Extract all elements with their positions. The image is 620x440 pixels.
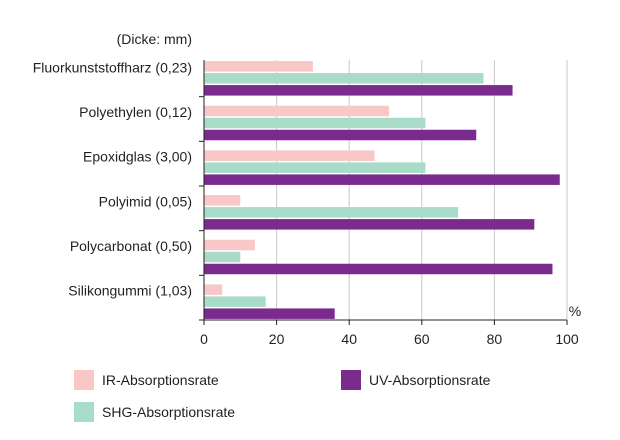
legend-swatch-shg <box>74 402 94 422</box>
category-label-2: Epoxidglas (3,00) <box>83 149 192 165</box>
legend-item-ir: IR-Absorptionsrate <box>74 370 219 390</box>
bar-0-0 <box>204 61 313 72</box>
category-label-3: Polyimid (0,05) <box>99 193 192 209</box>
bar-1-2 <box>204 129 477 141</box>
x-tick-label-0: 0 <box>200 331 208 347</box>
x-tick-label-1: 20 <box>269 331 285 347</box>
legend-label-shg: SHG-Absorptionsrate <box>102 404 236 420</box>
bar-5-1 <box>204 296 266 307</box>
thickness-note: (Dicke: mm) <box>117 31 192 47</box>
x-tick-label-3: 60 <box>414 331 430 347</box>
x-tick-label-2: 40 <box>341 331 357 347</box>
category-label-0: Fluorkunststoffharz (0,23) <box>33 59 192 75</box>
bar-1-1 <box>204 117 426 129</box>
bar-0-2 <box>204 85 513 96</box>
legend-label-ir: IR-Absorptionsrate <box>102 372 219 388</box>
bar-2-2 <box>204 174 560 185</box>
category-label-4: Polycarbonat (0,50) <box>70 238 192 254</box>
x-tick-label-4: 80 <box>487 331 503 347</box>
bar-2-1 <box>204 162 426 173</box>
bar-5-0 <box>204 284 223 295</box>
legend-item-shg: SHG-Absorptionsrate <box>74 402 235 422</box>
bar-5-2 <box>204 308 335 319</box>
bar-4-2 <box>204 263 553 275</box>
x-unit-label: % <box>569 303 581 319</box>
category-label-5: Silikongummi (1,03) <box>68 283 192 299</box>
bar-3-0 <box>204 195 241 206</box>
bar-1-0 <box>204 105 390 117</box>
bar-0-1 <box>204 73 484 84</box>
legend-label-uv: UV-Absorptionsrate <box>369 372 491 388</box>
bar-3-2 <box>204 219 535 230</box>
bar-4-1 <box>204 251 241 263</box>
x-tick-label-5: 100 <box>555 331 579 347</box>
bar-2-0 <box>204 150 375 161</box>
bar-3-1 <box>204 207 459 218</box>
bar-4-0 <box>204 239 255 251</box>
category-label-1: Polyethylen (0,12) <box>79 104 192 120</box>
legend-item-uv: UV-Absorptionsrate <box>341 370 490 390</box>
legend-swatch-ir <box>74 370 94 390</box>
legend-swatch-uv <box>341 370 361 390</box>
